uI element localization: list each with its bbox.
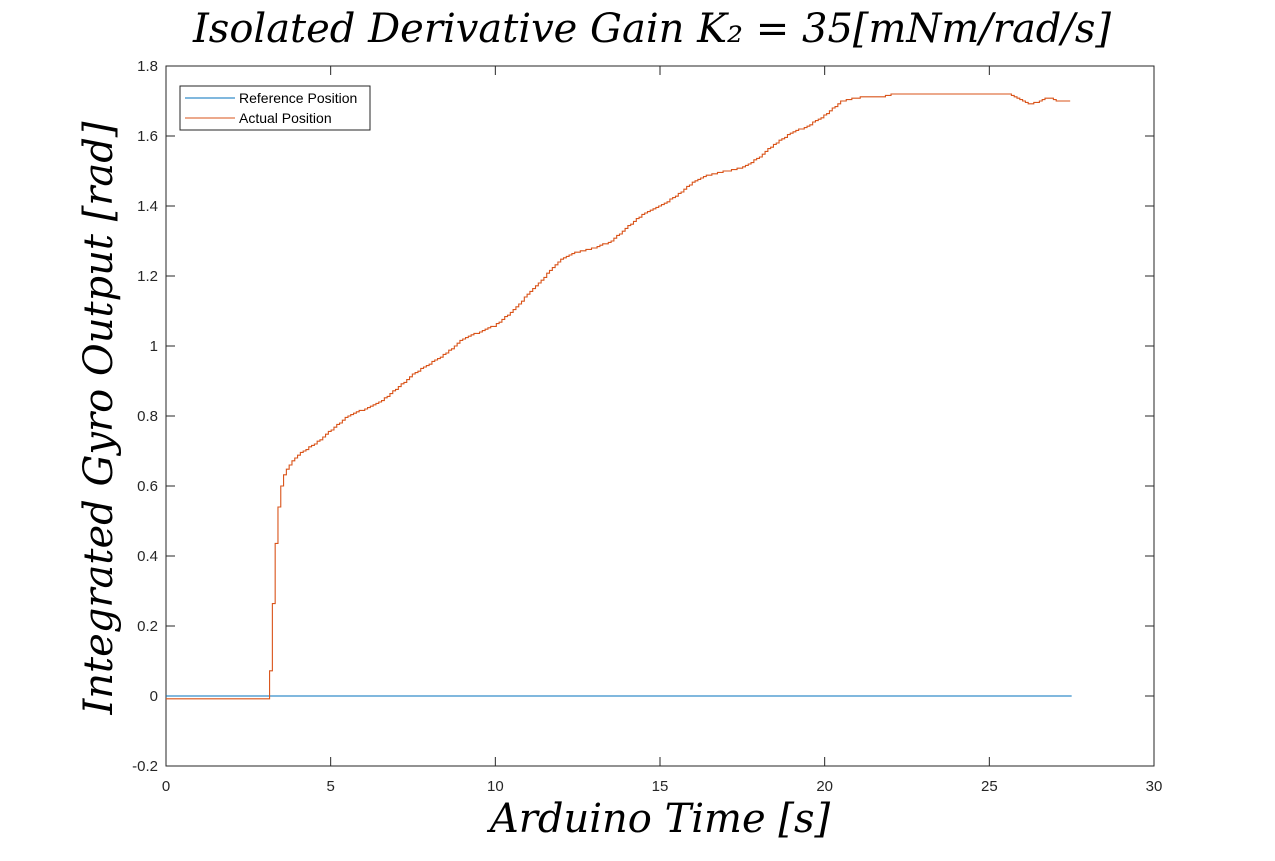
y-tick-label: 0.8: [137, 408, 158, 425]
y-tick-label: 1: [150, 338, 158, 355]
y-tick-label: 1.6: [137, 128, 158, 145]
y-tick-label: 1.2: [137, 268, 158, 285]
chart-title: Isolated Derivative Gain K₂ = 35[mNm/rad…: [192, 6, 1111, 52]
plot-area: [165, 65, 1155, 767]
series-layer: [166, 93, 1072, 700]
y-tick-label: -0.2: [132, 758, 158, 775]
y-tick-label: 1.8: [137, 58, 158, 75]
y-tick-label: 0.4: [137, 548, 158, 565]
legend-label-reference: Reference Position: [239, 90, 357, 106]
y-tick-label: 0: [150, 688, 158, 705]
x-axis-label: Arduino Time [s]: [486, 796, 831, 842]
legend-label-actual: Actual Position: [239, 110, 332, 126]
ticks-layer: 0 5 10 15 20 25 30-0.200.20.40.60.811.21.41.61…: [132, 58, 1162, 795]
x-tick-label: 5: [326, 778, 334, 795]
y-axis-label: Integrated Gyro Output [rad]: [76, 121, 122, 715]
series-line-actual: [166, 93, 1071, 700]
x-tick-label: 15: [652, 778, 669, 795]
x-tick-label: 20: [816, 778, 833, 795]
x-tick-label: 10: [487, 778, 504, 795]
y-tick-label: 1.4: [137, 198, 158, 215]
x-tick-label: 0: [162, 778, 170, 795]
legend: Reference Position Actual Position: [179, 85, 371, 131]
y-tick-label: 0.6: [137, 478, 158, 495]
x-tick-label: 30: [1146, 778, 1163, 795]
y-tick-label: 0.2: [137, 618, 158, 635]
x-tick-label: 25: [981, 778, 998, 795]
legend-box: [179, 85, 371, 131]
